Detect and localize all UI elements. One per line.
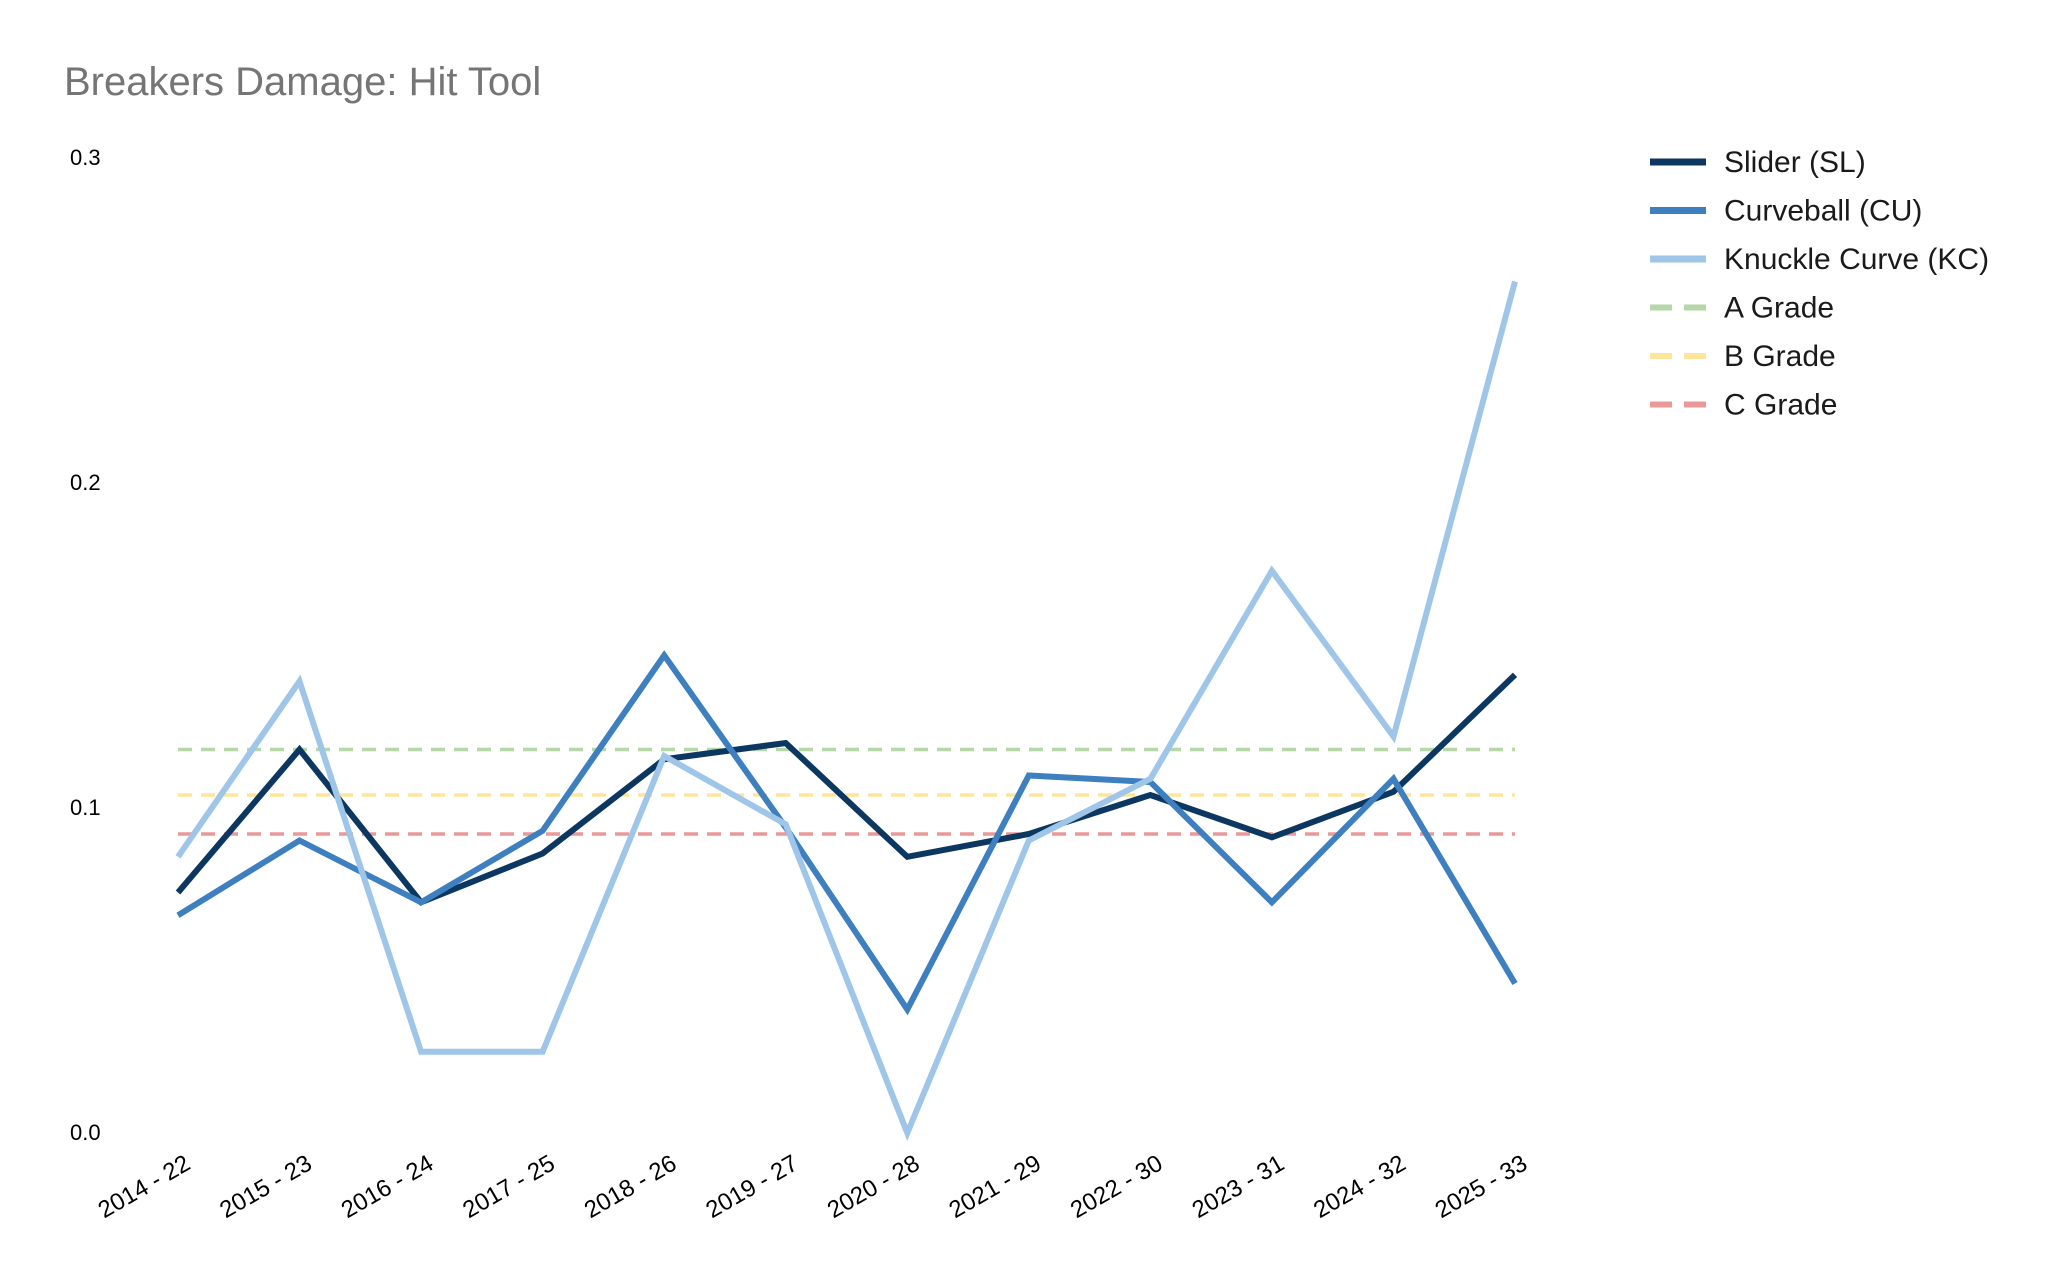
y-axis-ticks: 0.0 0.1 0.2 0.3 — [70, 145, 101, 1145]
legend-item-b-grade[interactable]: B Grade — [1650, 340, 1836, 373]
legend-item-a-grade[interactable]: A Grade — [1650, 292, 1834, 325]
legend-item-knuckle-curve-kc[interactable]: Knuckle Curve (KC) — [1650, 243, 1989, 276]
legend-item-slider-sl[interactable]: Slider (SL) — [1650, 146, 1866, 179]
x-tick-label: 2024 - 32 — [1309, 1150, 1410, 1224]
x-tick-label: 2021 - 29 — [944, 1150, 1045, 1224]
x-tick-label: 2017 - 25 — [458, 1150, 559, 1224]
x-tick-label: 2014 - 22 — [94, 1150, 195, 1224]
series-line-curveball-cu — [176, 650, 1518, 1016]
y-tick-label: 0.2 — [70, 470, 101, 495]
series-line-knuckle-curve-kc — [175, 280, 1518, 1141]
legend-label: Knuckle Curve (KC) — [1724, 243, 1989, 276]
x-tick-label: 2022 - 30 — [1066, 1150, 1167, 1224]
x-tick-label: 2020 - 28 — [823, 1150, 924, 1224]
reference-lines — [178, 747, 1515, 836]
legend-label: A Grade — [1724, 292, 1834, 325]
y-tick-label: 0.1 — [70, 795, 101, 820]
legend-item-curveball-cu[interactable]: Curveball (CU) — [1650, 195, 1922, 228]
x-tick-label: 2018 - 26 — [580, 1150, 681, 1224]
series-lines — [175, 280, 1518, 1141]
y-tick-label: 0.0 — [70, 1120, 101, 1145]
x-tick-label: 2023 - 31 — [1188, 1150, 1289, 1224]
series-line-slider-sl — [175, 672, 1518, 906]
legend-label: C Grade — [1724, 389, 1837, 422]
legend-label: Slider (SL) — [1724, 146, 1866, 179]
legend[interactable]: Slider (SL) Curveball (CU) Knuckle Curve (… — [1650, 146, 1989, 422]
y-tick-label: 0.3 — [70, 145, 101, 170]
x-tick-label: 2016 - 24 — [337, 1150, 438, 1224]
x-tick-label: 2025 - 33 — [1431, 1150, 1532, 1224]
chart-title: Breakers Damage: Hit Tool — [64, 60, 541, 104]
legend-label: B Grade — [1724, 340, 1836, 373]
legend-item-c-grade[interactable]: C Grade — [1650, 389, 1837, 422]
x-axis-ticks: 2014 - 22 2015 - 23 2016 - 24 2017 - 25 2018… — [94, 1150, 1532, 1224]
x-tick-label: 2019 - 27 — [701, 1150, 802, 1224]
x-tick-label: 2015 - 23 — [215, 1150, 316, 1224]
legend-label: Curveball (CU) — [1724, 195, 1922, 228]
